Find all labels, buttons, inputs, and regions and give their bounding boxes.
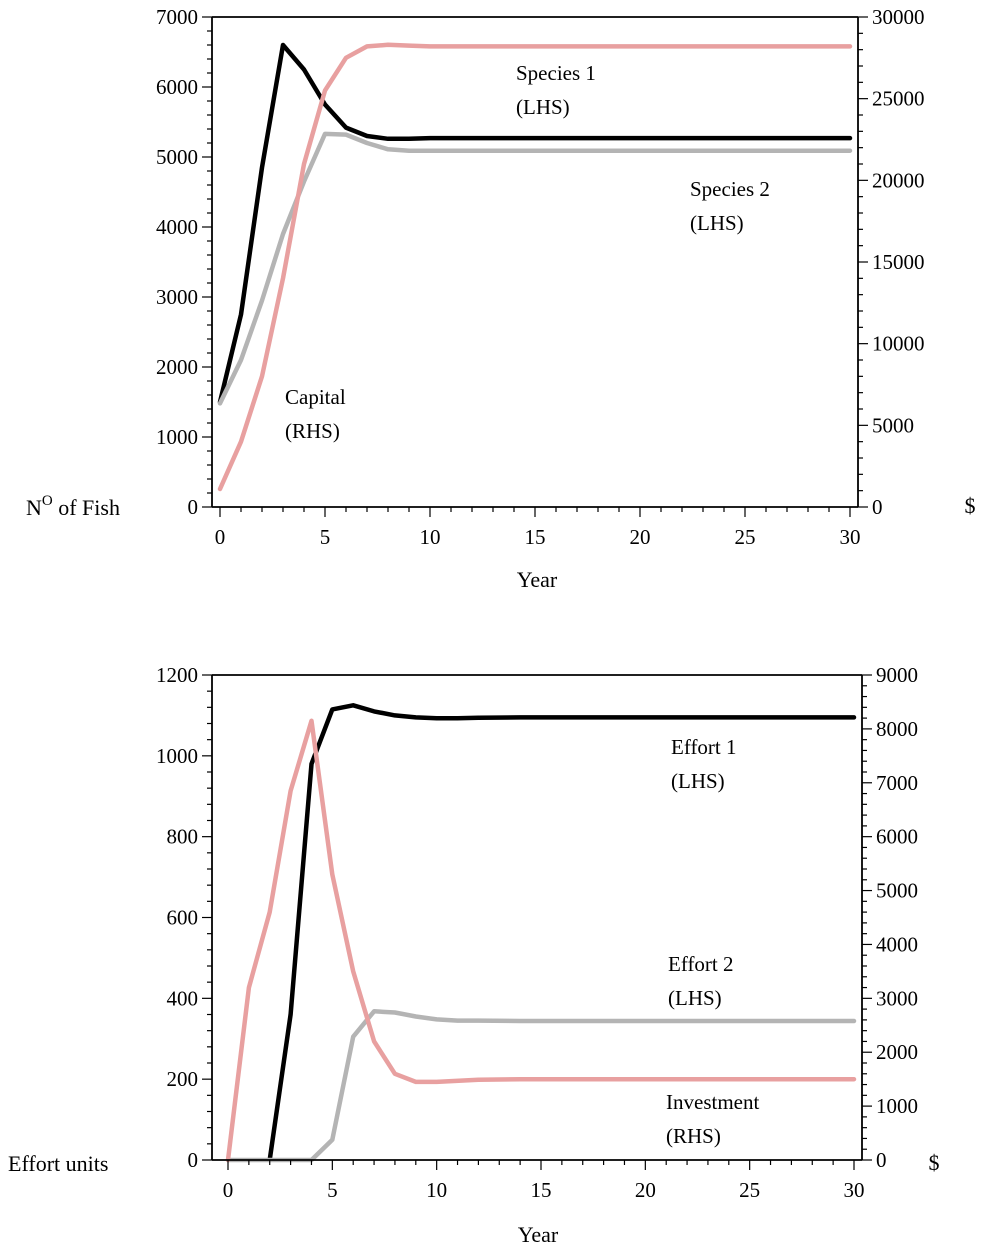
- y2-tick-label: 3000: [876, 986, 918, 1010]
- y-tick-label: 200: [167, 1067, 199, 1091]
- annotation-axis-note: (LHS): [671, 769, 725, 793]
- annotation-layer: Species 1 (LHS) Species 2 (LHS) Capital (RHS): [285, 61, 770, 443]
- series-line-0: [217, 42, 853, 405]
- y-tick-label: 1000: [156, 744, 198, 768]
- x-tick-label: 5: [320, 525, 331, 549]
- x-tick-label: 25: [735, 525, 756, 549]
- x-tick-label: 25: [739, 1178, 760, 1202]
- y2-tick-label: 6000: [876, 825, 918, 849]
- y-tick-label: 1000: [156, 425, 198, 449]
- y2-axis-title: $: [929, 1150, 940, 1175]
- y2-tick-label: 15000: [872, 250, 925, 274]
- annotation-label: Effort 1: [671, 735, 737, 759]
- y2-tick-label: 4000: [876, 932, 918, 956]
- x-tick-label: 30: [840, 525, 861, 549]
- y2-tick-label: 5000: [876, 879, 918, 903]
- x-axis-title: Year: [518, 1222, 559, 1247]
- series-line-2: [225, 718, 857, 1163]
- chart-population-capital: 0 5 10 15 20 25 30 0 1000 2000 3000 4000 5000 6000 700…: [26, 5, 976, 592]
- annotation-axis-note: (RHS): [666, 1124, 721, 1148]
- y-axis-title-main: N: [26, 495, 42, 520]
- y-tick-label: 5000: [156, 145, 198, 169]
- y-tick-label: 2000: [156, 355, 198, 379]
- axes-layer: 0 5 10 15 20 25 30 0 1000 2000 3000 4000 5000 6000 700…: [156, 5, 925, 549]
- y-axis-title: NO of Fish: [26, 493, 120, 520]
- y2-tick-label: 9000: [876, 663, 918, 687]
- y2-tick-label: 7000: [876, 771, 918, 795]
- x-tick-label: 0: [215, 525, 226, 549]
- annotation-axis-note: (LHS): [668, 986, 722, 1010]
- annotation-label: Capital: [285, 385, 346, 409]
- y-tick-label: 1200: [156, 663, 198, 687]
- chart-effort-investment: 0 5 10 15 20 25 30 0 200 400 600 800 1000 1200 0 1000 20…: [8, 663, 940, 1247]
- y2-tick-label: 2000: [876, 1040, 918, 1064]
- series-line-0: [267, 703, 857, 1163]
- y2-tick-label: 0: [872, 495, 883, 519]
- y2-tick-label: 25000: [872, 87, 925, 111]
- y-tick-label: 600: [167, 906, 199, 930]
- annotation-label: Investment: [666, 1090, 759, 1114]
- series-layer: [225, 703, 857, 1163]
- y-axis-title: Effort units: [8, 1151, 108, 1176]
- x-tick-label: 15: [525, 525, 546, 549]
- y-tick-label: 0: [188, 495, 199, 519]
- axes-layer: 0 5 10 15 20 25 30 0 200 400 600 800 1000 1200 0 1000 20…: [156, 663, 918, 1202]
- annotation-layer: Effort 1 (LHS) Effort 2 (LHS) Investment (RHS…: [666, 735, 759, 1148]
- series-line-1: [217, 131, 853, 406]
- annotation-label: Species 2: [690, 177, 770, 201]
- x-tick-label: 0: [223, 1178, 234, 1202]
- x-axis-title: Year: [517, 567, 558, 592]
- annotation-axis-note: (RHS): [285, 419, 340, 443]
- y-tick-label: 3000: [156, 285, 198, 309]
- x-tick-label: 15: [531, 1178, 552, 1202]
- series-line-1: [225, 1009, 857, 1163]
- y2-tick-label: 0: [876, 1148, 887, 1172]
- y-axis-title-superscript: O: [42, 493, 53, 509]
- y-tick-label: 400: [167, 986, 199, 1010]
- y2-tick-label: 8000: [876, 717, 918, 741]
- annotation-label: Effort 2: [668, 952, 734, 976]
- x-tick-label: 10: [426, 1178, 447, 1202]
- x-tick-label: 20: [635, 1178, 656, 1202]
- series-layer: [217, 42, 853, 492]
- x-tick-label: 5: [327, 1178, 338, 1202]
- y2-axis-title: $: [965, 493, 976, 518]
- y-tick-label: 800: [167, 825, 199, 849]
- y-tick-label: 6000: [156, 75, 198, 99]
- annotation-axis-note: (LHS): [516, 95, 570, 119]
- y-tick-label: 7000: [156, 5, 198, 29]
- y-tick-label: 0: [188, 1148, 199, 1172]
- y-axis-title-rest: of Fish: [53, 495, 120, 520]
- annotation-axis-note: (LHS): [690, 211, 744, 235]
- annotation-label: Species 1: [516, 61, 596, 85]
- y-tick-label: 4000: [156, 215, 198, 239]
- x-tick-label: 30: [844, 1178, 865, 1202]
- y2-tick-label: 20000: [872, 168, 925, 192]
- y2-tick-label: 30000: [872, 5, 925, 29]
- x-tick-label: 10: [420, 525, 441, 549]
- series-line-2: [217, 42, 853, 492]
- y2-tick-label: 1000: [876, 1094, 918, 1118]
- y2-tick-label: 5000: [872, 413, 914, 437]
- x-tick-label: 20: [630, 525, 651, 549]
- y2-tick-label: 10000: [872, 332, 925, 356]
